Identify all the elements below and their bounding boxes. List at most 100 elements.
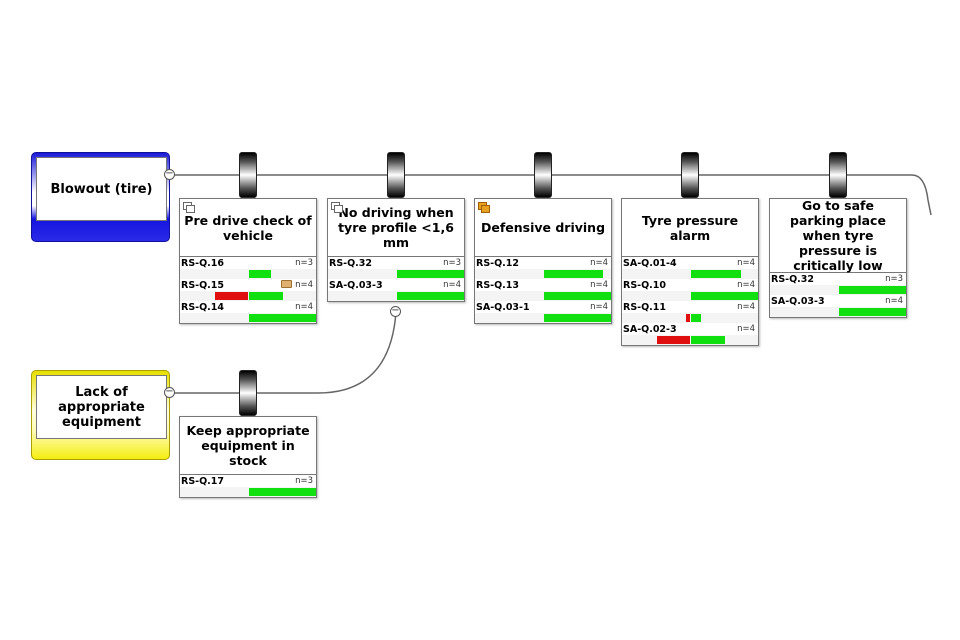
survey-row: RS-Q.32 n=3 <box>328 257 464 279</box>
collapse-icon[interactable]: − <box>164 386 175 398</box>
question-id: RS-Q.32 <box>329 258 373 269</box>
question-id: SA-Q.03-3 <box>329 280 383 291</box>
survey-row: RS-Q.13 n=4 <box>475 279 611 301</box>
positive-bar <box>691 292 758 300</box>
collapse-icon[interactable]: − <box>164 168 175 180</box>
collapse-icon[interactable]: − <box>390 305 401 317</box>
barrier-card[interactable]: Defensive driving RS-Q.12 n=4 RS-Q.13 n=… <box>474 198 612 324</box>
survey-row: RS-Q.17 n=3 <box>180 475 316 497</box>
negative-bar <box>214 292 248 300</box>
score-track <box>328 269 464 279</box>
positive-bar <box>397 292 464 300</box>
threat-label: Lack of appropriate equipment <box>36 375 167 439</box>
barrier-connector-icon <box>829 152 847 198</box>
response-count: n=3 <box>295 476 313 486</box>
positive-bar <box>691 336 725 344</box>
response-count: n=4 <box>295 280 313 290</box>
response-count: n=3 <box>295 258 313 268</box>
barrier-title: Defensive driving <box>475 199 611 257</box>
comment-icon[interactable] <box>281 280 292 288</box>
score-track <box>180 291 316 301</box>
positive-bar <box>249 270 272 278</box>
score-track <box>475 269 611 279</box>
threat-blowout[interactable]: Blowout (tire) <box>31 152 170 242</box>
response-count: n=4 <box>737 302 755 312</box>
score-track <box>475 291 611 301</box>
score-track <box>770 307 906 317</box>
question-id: RS-Q.14 <box>181 302 225 313</box>
score-track <box>622 269 758 279</box>
positive-bar <box>397 270 464 278</box>
question-id: RS-Q.10 <box>623 280 667 291</box>
survey-row: RS-Q.15 n=4 <box>180 279 316 301</box>
positive-bar <box>249 314 316 322</box>
positive-bar <box>544 314 611 322</box>
question-id: RS-Q.11 <box>623 302 667 313</box>
positive-bar <box>691 314 702 322</box>
threat-label: Blowout (tire) <box>36 157 167 221</box>
question-id: SA-Q.02-3 <box>623 324 677 335</box>
survey-row: RS-Q.14 n=4 <box>180 301 316 323</box>
barrier-title-text: Tyre pressure alarm <box>641 212 739 243</box>
main-pathway-line <box>170 174 932 216</box>
barrier-title-text: Pre drive check of vehicle <box>184 212 312 243</box>
survey-row: RS-Q.12 n=4 <box>475 257 611 279</box>
positive-bar <box>249 488 316 496</box>
linked-windows-orange-icon <box>478 202 490 213</box>
positive-bar <box>839 308 906 316</box>
barrier-card[interactable]: Go to safe parking place when tyre press… <box>769 198 907 318</box>
question-id: SA-Q.03-3 <box>771 296 825 307</box>
response-count: n=4 <box>737 258 755 268</box>
barrier-title: Tyre pressure alarm <box>622 199 758 257</box>
barrier-connector-icon <box>534 152 552 198</box>
barrier-card[interactable]: No driving when tyre profile <1,6 mm RS-… <box>327 198 465 302</box>
positive-bar <box>544 292 611 300</box>
score-track <box>475 313 611 323</box>
response-count: n=4 <box>443 280 461 290</box>
question-id: RS-Q.17 <box>181 476 225 487</box>
survey-row: SA-Q.03-3 n=4 <box>770 295 906 317</box>
barrier-title: Keep appropriate equipment in stock <box>180 417 316 475</box>
positive-bar <box>249 292 283 300</box>
question-id: SA-Q.01-4 <box>623 258 677 269</box>
survey-row: SA-Q.03-3 n=4 <box>328 279 464 301</box>
barrier-connector-icon <box>239 370 257 416</box>
question-id: SA-Q.03-1 <box>476 302 530 313</box>
score-track <box>180 313 316 323</box>
survey-row: RS-Q.16 n=3 <box>180 257 316 279</box>
barrier-title: Pre drive check of vehicle <box>180 199 316 257</box>
response-count: n=4 <box>590 258 608 268</box>
question-id: RS-Q.15 <box>181 280 225 291</box>
score-track <box>328 291 464 301</box>
barrier-title: No driving when tyre profile <1,6 mm <box>328 199 464 257</box>
threat-lack-of-equipment[interactable]: Lack of appropriate equipment <box>31 370 170 460</box>
response-count: n=4 <box>885 296 903 306</box>
negative-bar <box>685 314 690 322</box>
barrier-title-text: Defensive driving <box>480 220 606 235</box>
score-track <box>622 335 758 345</box>
survey-row: RS-Q.11 n=4 <box>622 301 758 323</box>
barrier-card[interactable]: Tyre pressure alarm SA-Q.01-4 n=4 RS-Q.1… <box>621 198 759 346</box>
response-count: n=4 <box>737 324 755 334</box>
response-count: n=3 <box>443 258 461 268</box>
question-id: RS-Q.32 <box>771 274 815 285</box>
barrier-connector-icon <box>387 152 405 198</box>
survey-row: SA-Q.03-1 n=4 <box>475 301 611 323</box>
barrier-connector-icon <box>239 152 257 198</box>
question-id: RS-Q.12 <box>476 258 520 269</box>
score-track <box>770 285 906 295</box>
barrier-title-text: No driving when tyre profile <1,6 mm <box>338 205 454 250</box>
positive-bar <box>544 270 603 278</box>
barrier-card[interactable]: Keep appropriate equipment in stock RS-Q… <box>179 416 317 498</box>
score-track <box>180 487 316 497</box>
linked-windows-icon <box>183 202 195 213</box>
response-count: n=4 <box>590 280 608 290</box>
question-id: RS-Q.16 <box>181 258 225 269</box>
survey-row: RS-Q.32 n=3 <box>770 273 906 295</box>
response-count: n=3 <box>885 274 903 284</box>
survey-row: SA-Q.02-3 n=4 <box>622 323 758 345</box>
survey-row: SA-Q.01-4 n=4 <box>622 257 758 279</box>
score-track <box>622 291 758 301</box>
score-track <box>180 269 316 279</box>
barrier-card[interactable]: Pre drive check of vehicle RS-Q.16 n=3 R… <box>179 198 317 324</box>
